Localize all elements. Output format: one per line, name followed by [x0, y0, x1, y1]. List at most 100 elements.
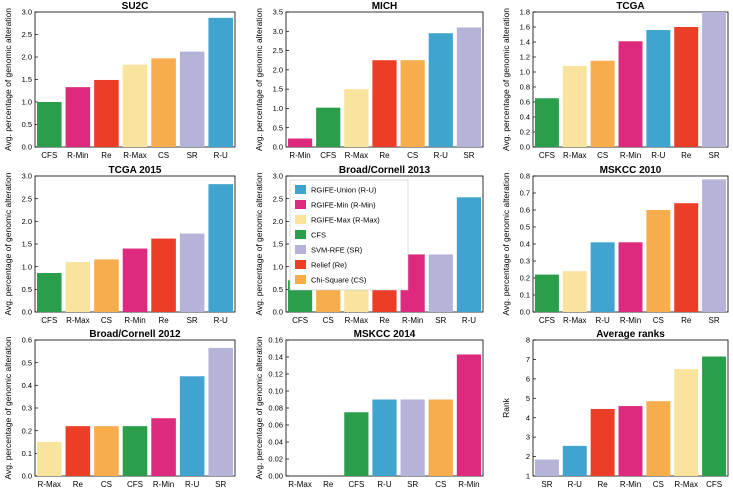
y-tick-label: 0.0: [520, 308, 530, 317]
bar-r-u: [562, 445, 587, 476]
x-tick-label: SR: [187, 316, 198, 325]
bar-r-min: [151, 418, 176, 476]
x-tick-label: CS: [653, 480, 664, 489]
x-tick-label: R-Max: [38, 480, 62, 489]
y-tick-label: 0.8: [520, 172, 530, 181]
legend-label: SVM-RFE (SR): [311, 246, 363, 255]
x-tick-label: R-U: [377, 480, 391, 489]
legend-swatch-r-min: [295, 200, 306, 209]
bar-r-min: [65, 87, 91, 147]
bar-cfs: [702, 356, 727, 476]
x-tick-label: R-U: [651, 151, 665, 160]
chart-title: MSKCC 2014: [354, 329, 416, 340]
y-tick-label: 4: [526, 413, 530, 422]
bar-cs: [94, 426, 119, 476]
y-tick-label: 0.5: [273, 285, 283, 294]
x-tick-label: R-Max: [563, 151, 587, 160]
y-axis-label: Avg. percentage of genomic alteration: [254, 172, 264, 315]
x-tick-label: CS: [101, 316, 112, 325]
bar-r-max: [344, 89, 369, 147]
y-tick-label: 2.5: [22, 194, 32, 203]
bar-cs: [151, 58, 176, 147]
y-tick-label: 2.5: [22, 30, 32, 39]
x-tick-label: R-Max: [674, 480, 698, 489]
y-tick-label: 1.0: [273, 104, 283, 113]
y-tick-label: 0.2: [520, 274, 530, 283]
bar-r-max: [65, 262, 91, 312]
x-tick-label: R-U: [434, 151, 448, 160]
y-axis-label: Avg. percentage of genomic alteration: [3, 8, 13, 151]
x-tick-label: R-U: [596, 316, 610, 325]
bar-cfs: [37, 102, 62, 147]
chart-7: Broad/Cornell 2012 0.0 0.1 0.2 0.3 0.4 0.5 0.6 A…: [3, 329, 236, 489]
y-tick-label: 0.0: [22, 143, 32, 152]
y-tick-label: 1: [526, 472, 530, 481]
x-tick-label: CFS: [539, 151, 555, 160]
y-tick-label: 2: [526, 452, 530, 461]
bar-r-max: [562, 271, 587, 312]
bar-re: [590, 408, 615, 476]
bar-r-min: [618, 41, 643, 147]
x-tick-label: CS: [101, 480, 112, 489]
bar-r-u: [179, 376, 205, 476]
x-tick-label: CFS: [41, 316, 57, 325]
x-tick-label: R-Min: [402, 316, 423, 325]
y-tick-label: 3.0: [273, 27, 283, 36]
y-tick-label: 6: [526, 374, 530, 383]
bar-r-min: [287, 138, 313, 147]
x-tick-label: CS: [653, 316, 664, 325]
y-tick-label: 0.4: [520, 240, 530, 249]
y-tick-label: 7: [526, 355, 530, 364]
x-tick-label: R-Min: [620, 316, 641, 325]
x-tick-label: R-U: [462, 316, 476, 325]
chart-title: SU2C: [122, 1, 149, 12]
chart-9: Average ranks 1 2 3 4 5 6 7 8 Rank SR R-U Re R-Min CS R…: [501, 329, 729, 489]
y-axis-label: Avg. percentage of genomic alteration: [3, 172, 13, 315]
chart-2: MICH 0.0 0.5 1.0 1.5 2.0 2.5 3.0 3.5 Avg. percent…: [254, 1, 484, 160]
x-tick-label: CFS: [127, 480, 143, 489]
y-tick-label: 1.0: [22, 262, 32, 271]
bar-r-u: [590, 242, 615, 312]
y-tick-label: 0.6: [520, 98, 530, 107]
x-tick-label: CS: [407, 151, 418, 160]
x-tick-label: R-Max: [123, 151, 147, 160]
x-tick-label: SR: [709, 316, 720, 325]
y-axis-label: Rank: [501, 397, 511, 418]
y-tick-label: 1.4: [520, 38, 530, 47]
x-tick-label: R-Min: [124, 316, 145, 325]
x-tick-label: Re: [681, 151, 692, 160]
x-tick-label: Re: [681, 316, 692, 325]
y-tick-label: 0.8: [520, 83, 530, 92]
y-tick-label: 0.7: [520, 189, 530, 198]
bar-sr: [702, 12, 727, 147]
chart-title: TCGA: [616, 1, 644, 12]
y-tick-label: 0.0: [520, 143, 530, 152]
x-tick-label: R-Min: [620, 151, 641, 160]
bar-r-min: [618, 406, 643, 476]
chart-title: MSKCC 2010: [600, 165, 662, 176]
bar-r-u: [208, 184, 233, 312]
x-tick-label: R-Max: [66, 316, 90, 325]
y-tick-label: 1.6: [520, 23, 530, 32]
x-tick-label: R-Max: [345, 151, 369, 160]
y-axis-label: Avg. percentage of genomic alteration: [3, 336, 13, 479]
y-tick-label: 3.0: [22, 172, 32, 181]
y-tick-label: 0.5: [22, 120, 32, 129]
x-tick-label: CFS: [320, 151, 336, 160]
chart-title: Average ranks: [596, 329, 665, 340]
y-tick-label: 3.0: [22, 8, 32, 17]
y-tick-label: 3.5: [273, 8, 283, 17]
legend-label: Relief (Re): [311, 261, 347, 270]
y-tick-label: 8: [526, 336, 530, 345]
bar-r-u: [208, 17, 233, 147]
bar-r-min: [456, 354, 482, 476]
x-tick-label: CS: [323, 316, 334, 325]
bar-cfs: [122, 426, 148, 476]
x-tick-label: Re: [101, 151, 112, 160]
bar-r-min: [618, 242, 643, 312]
x-tick-label: SR: [541, 480, 552, 489]
legend-swatch-cfs: [295, 230, 306, 239]
x-tick-label: CS: [597, 151, 608, 160]
y-tick-label: 0.6: [22, 336, 32, 345]
legend-label: RGIFE-Union (R-U): [311, 186, 377, 195]
